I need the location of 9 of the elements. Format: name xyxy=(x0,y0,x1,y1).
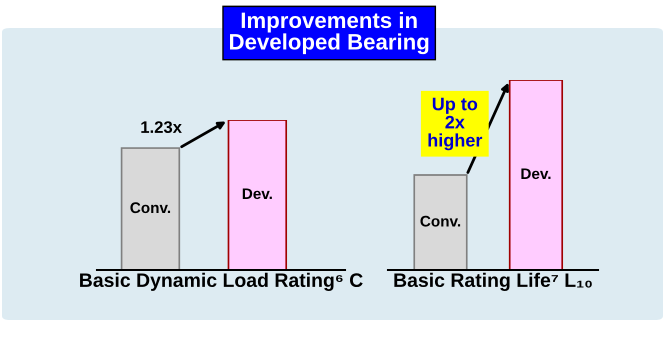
x-tick-label: Conv. xyxy=(130,202,170,214)
x-axis-title: Basic Rating Life⁷ L₁₀ xyxy=(394,272,592,291)
annotation: 1.23x xyxy=(141,121,182,134)
x-tick-label: Dev. xyxy=(242,188,272,200)
x-tick-label: Conv. xyxy=(420,216,460,227)
annotation: Up to 2x higher xyxy=(428,98,482,150)
x-tick-label: Dev. xyxy=(521,168,550,180)
chart-title: Improvements in Developed Bearing xyxy=(230,12,428,54)
x-axis-title: Basic Dynamic Load Rating⁶ C xyxy=(80,272,363,291)
